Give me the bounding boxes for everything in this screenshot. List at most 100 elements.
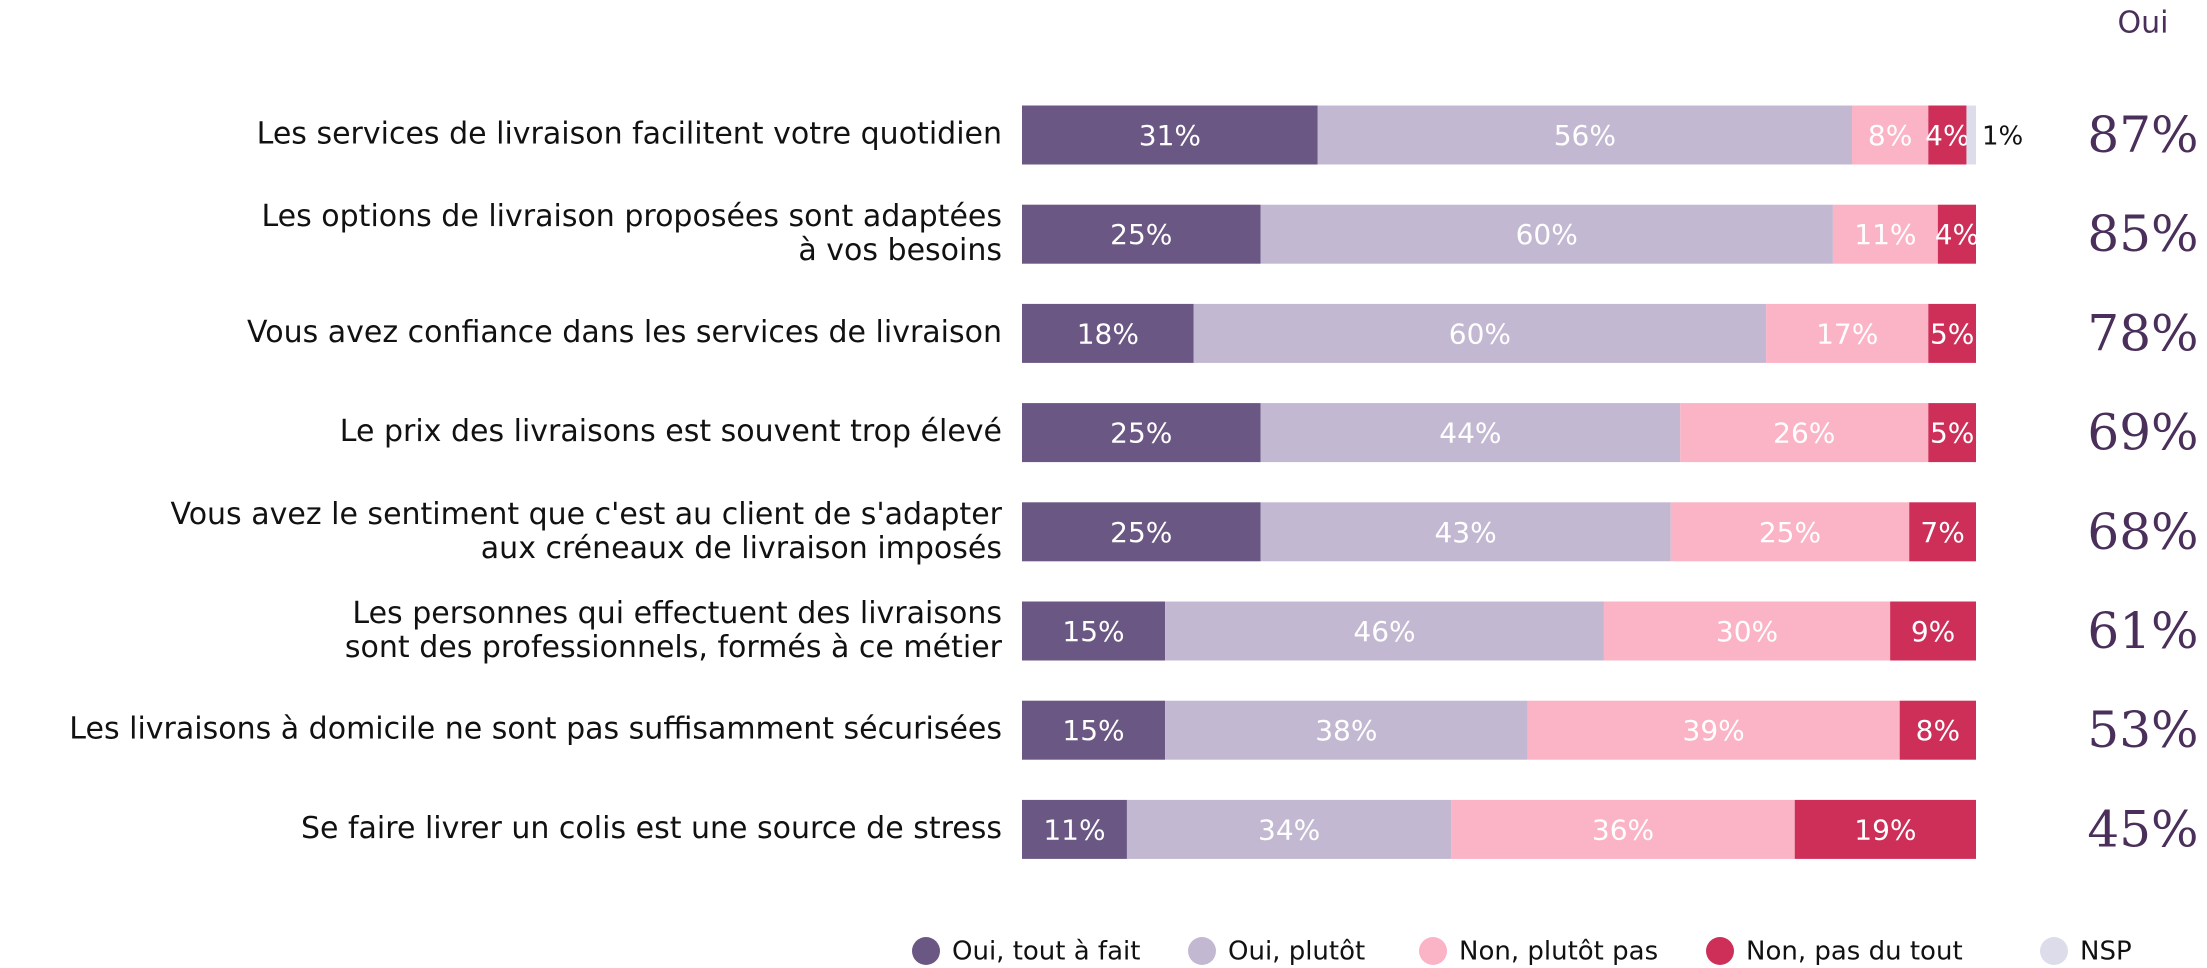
category-label-line: Vous avez le sentiment que c'est au clie… [171, 496, 1003, 531]
data-label: 26% [1773, 417, 1835, 450]
bar-segment [1527, 700, 1900, 760]
bar-segment [1022, 799, 1127, 859]
bar-segment [1680, 403, 1929, 463]
legend-swatch [912, 937, 940, 965]
data-label: 9% [1911, 615, 1955, 648]
legend-label: Oui, tout à fait [952, 937, 1140, 967]
data-label: 46% [1353, 615, 1415, 648]
category-label: Se faire livrer un colis est une source … [301, 811, 1002, 846]
bar-segment [1022, 502, 1261, 562]
bar-segment [1165, 601, 1604, 661]
total-label: 45% [2087, 800, 2198, 858]
bar-segment [1899, 700, 1976, 760]
category-label-line: Les options de livraison proposées sont … [261, 199, 1002, 234]
totals-title: Oui [2118, 6, 2169, 41]
data-label: 25% [1759, 516, 1821, 549]
data-label: 25% [1110, 516, 1172, 549]
data-label: 4% [1925, 119, 1969, 152]
data-label: 38% [1315, 714, 1377, 747]
legend-swatch [1419, 937, 1447, 965]
category-label: Vous avez confiance dans les services de… [247, 315, 1002, 350]
legend-label: Non, pas du tout [1746, 937, 1963, 967]
data-label: 8% [1916, 714, 1960, 747]
bar-segment [1928, 105, 1967, 165]
category-label: Le prix des livraisons est souvent trop … [340, 414, 1002, 449]
bar-segment [1966, 105, 1976, 165]
bar-segment [1928, 303, 1976, 363]
data-label: 18% [1077, 317, 1139, 350]
legend-label: Oui, plutôt [1228, 937, 1365, 967]
bar-segment [1451, 799, 1795, 859]
total-label: 53% [2087, 701, 2198, 759]
data-label: 15% [1062, 714, 1124, 747]
data-label: 19% [1854, 813, 1916, 846]
bar-segment [1851, 105, 1929, 165]
bar-segment [1022, 105, 1318, 165]
bar-segment [1022, 700, 1166, 760]
legend-label: NSP [2080, 937, 2132, 967]
data-label: 11% [1043, 813, 1105, 846]
category-label: Les personnes qui effectuent des livrais… [345, 596, 1003, 665]
bar-segment [1165, 700, 1528, 760]
bar-segment [1022, 601, 1166, 661]
bar-segment [1260, 204, 1833, 264]
bar-segment [1317, 105, 1852, 165]
bar-segment [1022, 303, 1194, 363]
data-label: 44% [1439, 417, 1501, 450]
category-label: Vous avez le sentiment que c'est au clie… [171, 496, 1003, 565]
data-label: 15% [1062, 615, 1124, 648]
category-label: Les services de livraison facilitent vot… [257, 117, 1002, 152]
bar-segment [1603, 601, 1891, 661]
bar-segment [1928, 403, 1976, 463]
data-label: 8% [1868, 119, 1912, 152]
data-label: 5% [1930, 417, 1974, 450]
bar-segment [1794, 799, 1976, 859]
total-label: 78% [2087, 304, 2198, 362]
bar-segment [1260, 403, 1681, 463]
data-label: 31% [1139, 119, 1201, 152]
data-label: 39% [1683, 714, 1745, 747]
data-label: 56% [1554, 119, 1616, 152]
bar-segment [1766, 303, 1929, 363]
total-label: 85% [2087, 205, 2198, 263]
data-label: 5% [1930, 317, 1974, 350]
data-label: 11% [1854, 218, 1916, 251]
data-label: 60% [1516, 218, 1578, 251]
data-label: 25% [1110, 218, 1172, 251]
legend-label: Non, plutôt pas [1459, 937, 1658, 967]
category-label-line: aux créneaux de livraison imposés [481, 530, 1002, 565]
data-label: 43% [1434, 516, 1496, 549]
legend-swatch [1706, 937, 1734, 965]
legend-swatch [1188, 937, 1216, 965]
category-label-line: sont des professionnels, formés à ce mét… [345, 630, 1003, 665]
total-label: 61% [2087, 602, 2198, 660]
data-label: 36% [1592, 813, 1654, 846]
total-label: 69% [2087, 404, 2198, 462]
bar-segment [1022, 204, 1261, 264]
category-label-line: Les personnes qui effectuent des livrais… [352, 596, 1002, 631]
category-label: Les livraisons à domicile ne sont pas su… [69, 712, 1002, 747]
category-label: Les options de livraison proposées sont … [261, 199, 1002, 268]
bar-segment [1890, 601, 1976, 661]
bar-segment [1022, 403, 1261, 463]
data-label: 1% [1982, 122, 2023, 152]
category-label-line: à vos besoins [798, 233, 1002, 268]
bar-segment [1832, 204, 1938, 264]
bar-segment [1909, 502, 1976, 562]
data-label: 60% [1449, 317, 1511, 350]
data-label: 25% [1110, 417, 1172, 450]
bar-segment [1260, 502, 1671, 562]
total-label: 68% [2087, 503, 2198, 561]
bar-segment [1670, 502, 1910, 562]
legend-swatch [2040, 937, 2068, 965]
data-label: 17% [1816, 317, 1878, 350]
data-label: 30% [1716, 615, 1778, 648]
data-label: 7% [1920, 516, 1964, 549]
bar-segment [1193, 303, 1767, 363]
bar-segment [1937, 204, 1976, 264]
data-label: 4% [1935, 218, 1979, 251]
data-label: 34% [1258, 813, 1320, 846]
bar-segment [1126, 799, 1452, 859]
total-label: 87% [2087, 106, 2198, 164]
